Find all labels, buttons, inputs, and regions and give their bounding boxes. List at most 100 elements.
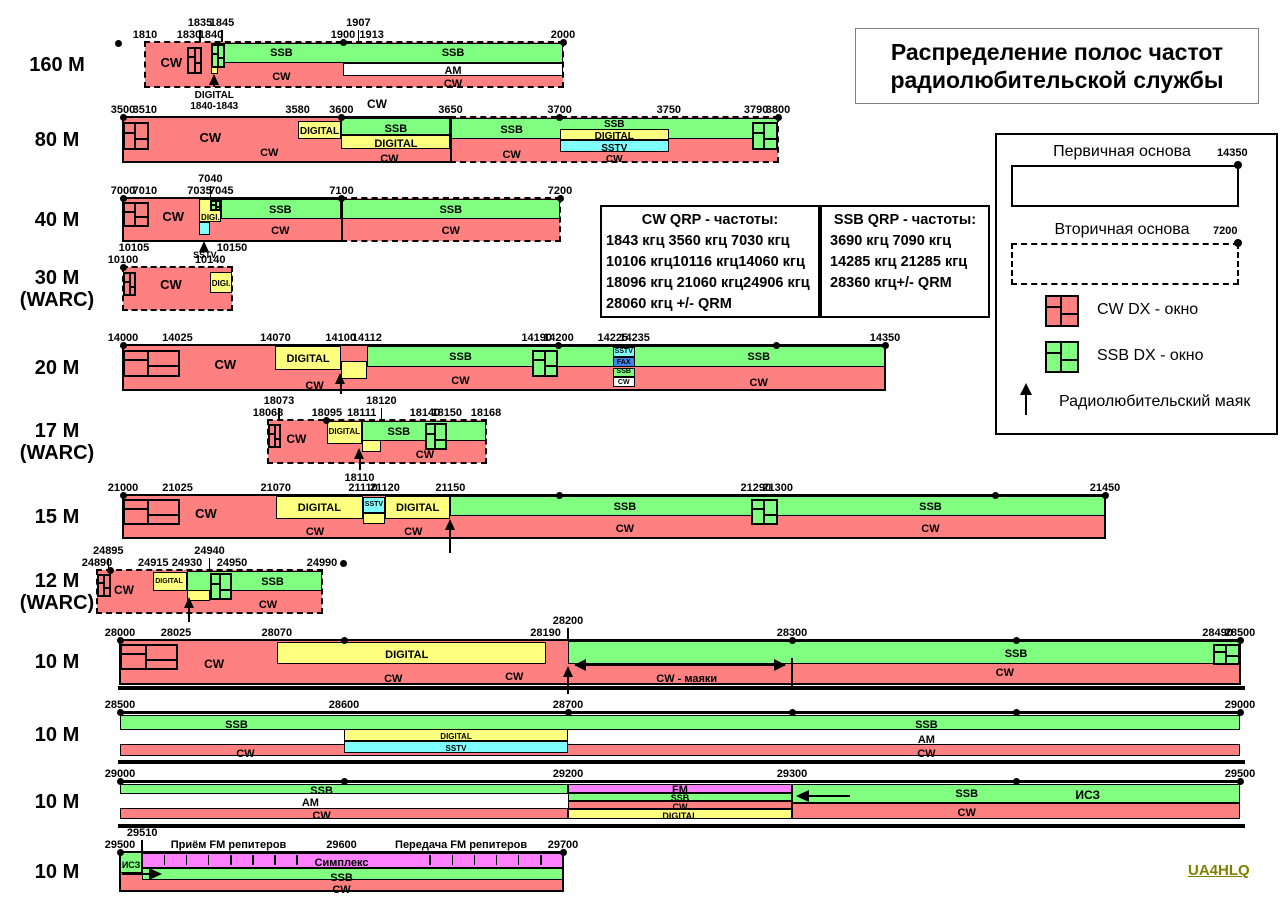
window-divider [219,575,222,599]
window-divider [147,351,150,375]
cw-dx-window-icon [123,121,150,151]
ssb-qrp-title: SSB QRP - частоты: [833,212,977,228]
window-divider [273,426,276,446]
segment-label: DIGITAL [299,126,340,137]
window-divider [1047,352,1060,355]
window-divider [426,432,435,435]
tick-label: 24890 [81,557,113,569]
tick-label: 10100 [107,254,139,266]
band-frame [340,197,561,242]
primary-basis-label: Первичная основа [1053,143,1191,160]
band-segment-cyan [199,221,211,235]
window-divider [434,425,437,449]
tick-label: 14112 [351,332,382,344]
segment-label: CW [195,506,217,522]
author-callsign-link[interactable]: UA4HLQ [1188,862,1250,879]
tick-label: 2000 [550,29,576,41]
band-segment-yellow [297,120,342,140]
tick-label: 14100 [325,332,356,344]
fm-channel-tick [517,855,520,866]
band-segment-magenta [568,783,792,793]
tick-label: 3790 [743,104,769,116]
band-name: 12 M (WARC) [19,569,95,614]
range-arrow-right-head [774,658,787,671]
cw-qrp-line: 1843 кгц 3560 кгц 7030 кгц [606,233,790,249]
segment-label: CW [271,224,290,237]
page-title-line1: Распределение полос частот [890,39,1224,65]
segment-label: CW [384,673,403,686]
band-edge-dot [339,559,347,567]
band-annotation: 1840-1843 [190,101,239,112]
tick-label: 24990 [306,557,338,569]
segment-label: SSB [1004,647,1028,660]
band-segment-yellow [363,513,385,525]
tick-label: 3500 [110,104,136,116]
page-title-line2: радиолюбительской службы [890,67,1224,93]
segment-label: SSB [616,368,631,376]
band-segment-white [612,377,635,388]
band-segment-blue [612,357,635,368]
segment-label: CW [286,432,307,447]
band-annotation: 18110 [344,472,375,484]
cw-dx-window-icon [186,46,203,75]
segment-label: DIGITAL [396,501,440,514]
window-divider [102,586,109,589]
tick-label: 1913 [359,29,384,41]
tick-label: 29000 [1224,699,1256,711]
segment-label: CW [160,54,183,70]
ssb-qrp-line: 28360 кгц+/- QRM [830,275,952,291]
segment-label: DIGITAL [440,731,472,741]
segment-label: CW [199,129,222,145]
segment-label: Симплекс [314,857,369,870]
segment-label: SSTV [601,142,628,154]
segment-label: DIGITAL [328,426,360,436]
cw-qrp-title: CW QRP - частоты: [641,212,779,228]
segment-label: DIGITAL [286,353,330,366]
fm-channel-tick [540,855,542,866]
segment-label: CW [415,449,435,462]
band-segment-red [792,803,1240,820]
band-edge-dot [556,194,564,202]
left-arrow-stem [808,794,851,798]
segment-label: CW [236,747,255,760]
tick-label: 1845 [209,17,235,29]
tick-label: 21110 [348,482,378,494]
tick-label: 10105 [118,242,150,254]
tick-label: 29700 [547,839,579,851]
segment-label: CW [258,599,278,612]
band-segment-red [120,744,1240,757]
band-segment-green [568,792,792,802]
window-divider [122,652,145,655]
segment-label: CW [214,356,237,372]
band-segment-cyan [612,346,635,358]
window-divider [125,508,148,511]
tick-label: 3750 [656,104,682,116]
ssb-dx-window-icon [751,121,778,151]
segment-label: CW [443,78,463,90]
marker-line [791,657,793,688]
cw-dx-window-icon [268,424,282,448]
window-divider [147,501,150,524]
window-divider [128,274,131,295]
beacon-arrow-stem [213,82,216,87]
tick-stub [567,628,569,640]
ssb-dx-window-icon [532,349,559,377]
window-divider [212,204,216,207]
band-annotation: SSTV [193,250,217,260]
tick-label: 18111 [347,407,377,419]
tick-label: 7045 [209,185,234,197]
cw-dx-window-icon [123,272,137,297]
tick-label: 24940 [194,545,225,557]
beacon-arrow-stem [188,605,191,622]
segment-label: CW [605,153,623,165]
segment-label: FAX [616,358,631,366]
tick-label: 24915 [137,557,169,569]
segment-label: CW [114,582,134,597]
window-divider [211,582,220,585]
band-underline [118,686,1245,690]
tick-label: 14000 [107,332,139,344]
beacon-arrow-stem [339,381,342,394]
window-divider [219,588,230,591]
cw-dx-label: CW DX - окно [1097,301,1199,318]
band-edge-dot [1236,636,1244,644]
